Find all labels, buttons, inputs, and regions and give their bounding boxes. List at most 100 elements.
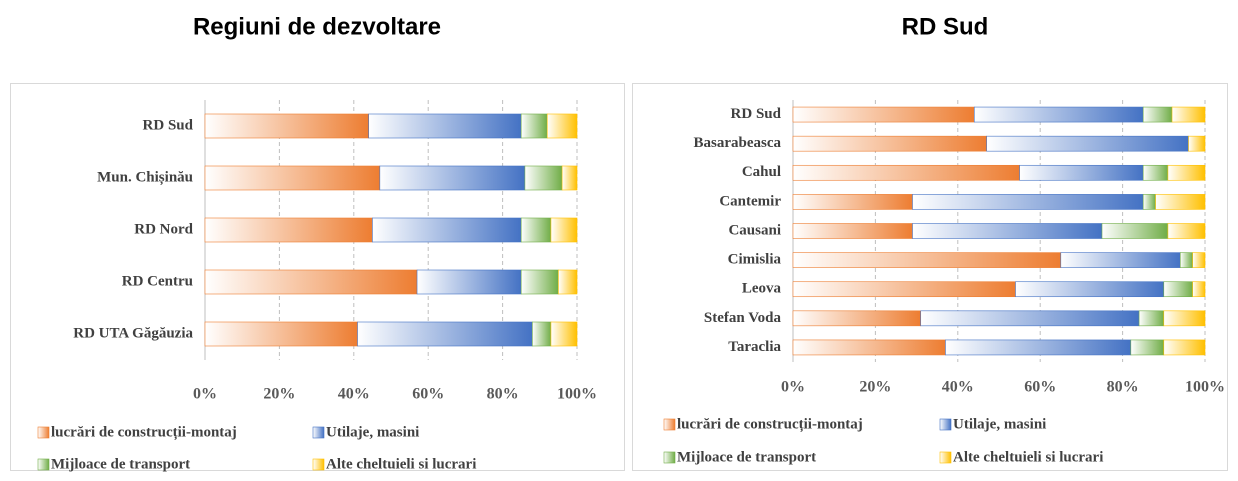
y-tick-label: RD Nord [134, 221, 193, 237]
y-tick-label: Cahul [742, 164, 781, 180]
bar-segment [546, 113, 578, 139]
legend-swatch [939, 418, 952, 431]
chart-title: Regiuni de dezvoltare [193, 13, 441, 40]
bar-segment [1192, 281, 1206, 298]
bar-segment [912, 223, 1103, 239]
bar-segment [561, 165, 578, 191]
legend-label: Utilaje, masini [326, 424, 419, 440]
bar-segment [1155, 194, 1206, 210]
bar-segment [204, 165, 381, 191]
bar-segment [357, 321, 533, 347]
bar-segment [1171, 106, 1206, 123]
bar-segment [520, 113, 548, 139]
bar-segment [379, 165, 526, 191]
bar-segment [945, 339, 1132, 356]
y-tick-label: Leova [742, 281, 782, 297]
bar-segment [520, 269, 559, 295]
legend-swatch [37, 426, 50, 439]
bar-segment [792, 281, 1016, 298]
bar-segment [792, 252, 1062, 268]
bar-segment [792, 223, 913, 239]
bar-segment [1142, 194, 1156, 210]
legend-label: Mijloace de transport [677, 449, 816, 465]
bar-segment [792, 194, 913, 210]
x-tick-label: 40% [338, 386, 370, 403]
bar-segment [920, 310, 1140, 327]
y-tick-label: Mun. Chișinău [97, 169, 193, 185]
bar-segment [1167, 164, 1206, 181]
y-tick-label: RD UTA Găgăuzia [73, 325, 193, 341]
x-tick-label: 80% [487, 386, 519, 403]
y-tick-label: Stefan Voda [704, 310, 782, 326]
x-tick-label: 20% [263, 386, 295, 403]
legend-swatch [663, 451, 676, 464]
bar-segment [1019, 164, 1144, 181]
bar-segment [1101, 223, 1169, 239]
bar-segment [524, 165, 563, 191]
bar-segment [1060, 252, 1181, 268]
bar-segment [368, 113, 522, 139]
bar-segment [1163, 339, 1206, 356]
x-tick-label: 0% [781, 379, 805, 396]
bar-segment [520, 217, 552, 243]
y-tick-label: Taraclia [728, 339, 781, 355]
y-tick-label: Cimislia [728, 252, 782, 268]
bar-segment [1163, 310, 1206, 327]
bar-segment [204, 113, 369, 139]
bar-segment [1188, 135, 1206, 152]
legend-swatch [663, 418, 676, 431]
bar-segment [1179, 252, 1193, 268]
y-tick-label: RD Sud [143, 117, 194, 133]
x-tick-label: 60% [412, 386, 444, 403]
bar-segment [792, 135, 987, 152]
bar-segment [204, 217, 373, 243]
legend-swatch [37, 458, 50, 471]
bar-segment [558, 269, 578, 295]
bar-segment [204, 321, 358, 347]
x-tick-label: 100% [1185, 379, 1225, 396]
bar-segment [1015, 281, 1165, 298]
legend-swatch [312, 426, 325, 439]
legend-swatch [312, 458, 325, 471]
legend-label: Mijloace de transport [51, 456, 190, 472]
bar-segment [912, 194, 1144, 210]
bar-segment [1167, 223, 1206, 239]
legend-label: Utilaje, masini [953, 416, 1046, 432]
bar-segment [792, 164, 1020, 181]
x-tick-label: 100% [557, 386, 597, 403]
x-tick-label: 80% [1107, 379, 1139, 396]
bar-segment [792, 106, 975, 123]
bar-segment [1142, 164, 1169, 181]
x-tick-label: 20% [859, 379, 891, 396]
chart-title: RD Sud [902, 13, 989, 40]
bar-segment [550, 321, 578, 347]
bar-segment [550, 217, 578, 243]
y-tick-label: Cantemir [719, 193, 781, 209]
y-tick-label: Causani [728, 222, 781, 238]
y-tick-label: RD Centru [122, 273, 193, 289]
y-tick-label: Basarabeasca [694, 135, 782, 151]
x-tick-label: 0% [193, 386, 217, 403]
bar-segment [1138, 310, 1165, 327]
bar-segment [532, 321, 552, 347]
x-tick-label: 60% [1024, 379, 1056, 396]
bar-segment [372, 217, 522, 243]
bar-segment [792, 339, 946, 356]
bar-segment [416, 269, 522, 295]
legend-label: lucrări de construcții-montaj [51, 424, 237, 440]
bar-segment [1192, 252, 1206, 268]
legend-swatch [939, 451, 952, 464]
legend-label: Alte cheltuieli si lucrari [326, 456, 476, 472]
legend-label: lucrări de construcții-montaj [677, 416, 863, 432]
legend-label: Alte cheltuieli si lucrari [953, 449, 1103, 465]
bar-segment [986, 135, 1189, 152]
x-tick-label: 40% [942, 379, 974, 396]
bar-segment [973, 106, 1144, 123]
bar-segment [792, 310, 922, 327]
bar-segment [1142, 106, 1173, 123]
y-tick-label: RD Sud [731, 106, 782, 122]
bar-segment [1163, 281, 1193, 298]
bar-segment [204, 269, 418, 295]
bar-segment [1130, 339, 1165, 356]
